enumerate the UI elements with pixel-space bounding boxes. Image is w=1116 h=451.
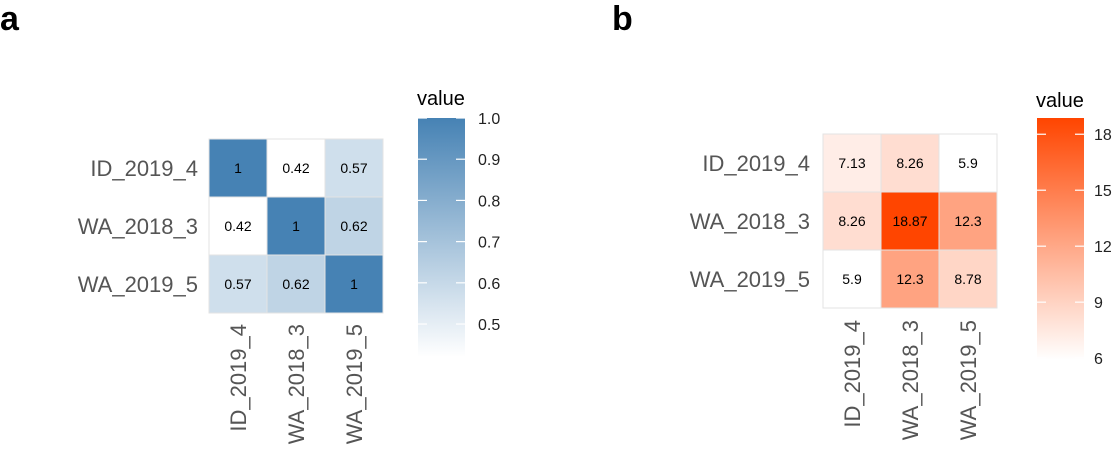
cell-value-label: 1 [292,218,300,234]
heatmap-cell [938,249,998,309]
legend-tick-label: 0.9 [478,152,500,169]
heatmap-cell [938,191,998,251]
cell-value-label: 0.57 [224,276,251,292]
row-label: ID_2019_4 [90,156,198,181]
cell-value-label: 7.13 [838,155,865,171]
cell-value-label: 0.42 [224,218,251,234]
legend-tick-label: 15 [1094,183,1112,200]
legend-title: value [1036,90,1084,112]
heatmap-panel-a: a 1 0.42 0.57 0.42 1 0.62 0.57 0.62 1 ID_2019_4 WA_… [0,0,500,444]
panel-label: b [612,0,633,38]
legend-tick-label: 0.5 [478,317,500,334]
row-label: WA_2019_5 [690,267,810,292]
row-label: WA_2018_3 [78,214,198,239]
row-label: WA_2018_3 [690,209,810,234]
column-label: WA_2019_5 [342,324,367,444]
legend-tick-label: 12 [1094,239,1112,256]
heatmap-cell [880,191,940,251]
legend-tick-label: 18 [1094,127,1112,144]
legend-tick-label: 1.0 [478,111,500,128]
column-label: ID_2019_4 [226,324,251,432]
legend-tick-label: 0.8 [478,193,500,210]
cell-value-label: 5.9 [958,155,978,171]
row-label: ID_2019_4 [702,151,810,176]
heatmap-cell [822,249,882,309]
row-label: WA_2019_5 [78,272,198,297]
cell-value-label: 8.78 [954,271,981,287]
legend-tick-label: 0.7 [478,235,500,252]
heatmap-cell [324,196,384,256]
cell-value-label: 8.26 [896,155,923,171]
legend-tick-label: 6 [1094,351,1103,368]
column-label: ID_2019_4 [840,320,865,428]
legend-colorbar [418,118,465,357]
legend-title: value [417,88,465,110]
cell-value-label: 0.42 [282,160,309,176]
cell-value-label: 1 [234,160,242,176]
heatmap-panel-b: b 7.13 8.26 5.9 8.26 18.87 12.3 5.9 12.3 8.78 ID_2… [612,0,1112,440]
heatmap-frame [208,138,384,314]
cell-value-label: 5.9 [842,271,862,287]
cell-value-label: 0.62 [340,218,367,234]
cell-value-label: 0.62 [282,276,309,292]
cell-value-label: 8.26 [838,213,865,229]
column-label: WA_2018_3 [898,320,923,440]
cell-value-label: 18.87 [892,213,927,229]
heatmap-cell [208,138,268,198]
heatmap-frame [822,133,998,309]
heatmap-cell [266,254,326,314]
legend-tick-label: 9 [1094,295,1103,312]
column-label: WA_2018_3 [284,324,309,444]
cell-value-label: 12.3 [896,271,923,287]
column-label: WA_2019_5 [956,320,981,440]
legend-colorbar [1037,118,1084,360]
legend-tick-label: 0.6 [478,276,500,293]
cell-value-label: 0.57 [340,160,367,176]
cell-value-label: 12.3 [954,213,981,229]
heatmap-cell [880,249,940,309]
cell-value-label: 1 [350,276,358,292]
heatmap-cell [266,138,326,198]
panel-label: a [0,0,20,38]
